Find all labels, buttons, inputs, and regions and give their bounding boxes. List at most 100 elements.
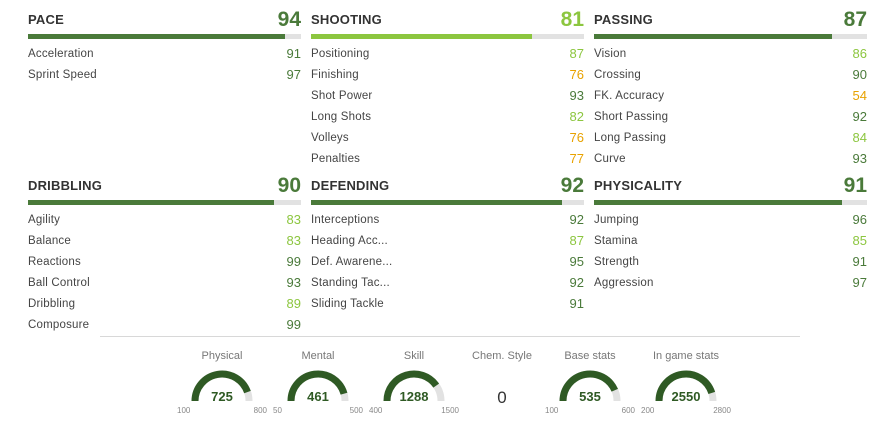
stat-label: Reactions: [28, 256, 81, 268]
gauge-value: 461: [307, 389, 329, 404]
category-header: PASSING 87: [594, 4, 867, 39]
stat-row: Interceptions 92: [311, 210, 584, 231]
gauge-mental: Mental 461 50 500: [273, 350, 363, 420]
stat-value: 99: [286, 254, 301, 269]
stat-list: Positioning 87 Finishing 76 Shot Power 93 Long…: [311, 44, 584, 170]
gauge-min: 200: [641, 406, 655, 415]
stat-list: Agility 83 Balance 83 Reactions 99 Ball Contro…: [28, 210, 301, 336]
category-bar-fill: [28, 200, 274, 205]
stat-label: Ball Control: [28, 277, 90, 289]
category-name: PACE: [28, 12, 64, 27]
category-value: 87: [843, 8, 867, 31]
category-name: DRIBBLING: [28, 178, 103, 193]
gauge-value: 725: [211, 389, 233, 404]
category-pace: PACE 94 Acceleration 91 Sprint Speed 97: [28, 4, 301, 86]
stat-value: 83: [286, 233, 301, 248]
stat-row: Positioning 87: [311, 44, 584, 65]
stat-value: 83: [286, 212, 301, 227]
category-value: 90: [277, 174, 301, 197]
gauge-max: 600: [621, 406, 635, 415]
stat-list: Jumping 96 Stamina 85 Strength 91 Aggression 97: [594, 210, 867, 294]
stat-value: 97: [286, 67, 301, 82]
gauge-max: 1500: [441, 406, 459, 415]
category-value: 92: [560, 174, 584, 197]
gauge-max: 800: [253, 406, 267, 415]
stat-label: Positioning: [311, 48, 370, 60]
category-header: SHOOTING 81: [311, 4, 584, 39]
gauge-min: 100: [545, 406, 559, 415]
stat-label: Curve: [594, 153, 626, 165]
stat-row: Sprint Speed 97: [28, 65, 301, 86]
stat-row: Long Shots 82: [311, 107, 584, 128]
stat-row: FK. Accuracy 54: [594, 86, 867, 107]
stat-row: Reactions 99: [28, 252, 301, 273]
gauge-fill: [559, 370, 618, 402]
stat-row: Ball Control 93: [28, 273, 301, 294]
category-physicality: PHYSICALITY 91 Jumping 96 Stamina 85 Strength 9…: [594, 170, 867, 294]
stat-value: 91: [286, 46, 301, 61]
gauge-min: 50: [273, 406, 282, 415]
stat-value: 93: [286, 275, 301, 290]
stat-label: Acceleration: [28, 48, 94, 60]
gauge-value: 535: [579, 389, 601, 404]
category-defending: DEFENDING 92 Interceptions 92 Heading Acc...…: [311, 170, 584, 315]
stat-row: Sliding Tackle 91: [311, 294, 584, 315]
gauge-arc: [287, 370, 349, 402]
category-bar: [594, 34, 867, 39]
gauge-fill: [655, 370, 716, 402]
stat-value: 77: [569, 151, 584, 166]
category-name: DEFENDING: [311, 178, 390, 193]
gauge-fill: [287, 370, 348, 402]
stat-row: Finishing 76: [311, 65, 584, 86]
gauge-min: 400: [369, 406, 383, 415]
category-bar: [311, 200, 584, 205]
stat-list: Vision 86 Crossing 90 FK. Accuracy 54 Short Pa…: [594, 44, 867, 170]
category-bar-fill: [28, 34, 285, 39]
category-name: SHOOTING: [311, 12, 382, 27]
stat-label: Heading Acc...: [311, 235, 388, 247]
chem-style: Chem. Style 0: [457, 350, 547, 420]
stat-row: Dribbling 89: [28, 294, 301, 315]
gauge-min: 100: [177, 406, 191, 415]
stat-label: Shot Power: [311, 90, 373, 102]
stat-value: 92: [569, 275, 584, 290]
category-header: DRIBBLING 90: [28, 170, 301, 205]
category-header: PHYSICALITY 91: [594, 170, 867, 205]
stat-label: Def. Awarene...: [311, 256, 393, 268]
section-divider: [100, 336, 800, 337]
stat-row: Long Passing 84: [594, 128, 867, 149]
category-name: PHYSICALITY: [594, 178, 683, 193]
stat-value: 99: [286, 317, 301, 332]
category-value: 91: [843, 174, 867, 197]
gauge-title: Base stats: [564, 350, 616, 362]
stat-row: Crossing 90: [594, 65, 867, 86]
stat-row: Balance 83: [28, 231, 301, 252]
stat-label: Penalties: [311, 153, 361, 165]
stat-row: Standing Tac... 92: [311, 273, 584, 294]
gauge-fill: [191, 370, 251, 402]
category-passing: PASSING 87 Vision 86 Crossing 90 FK. Accuracy 5…: [594, 4, 867, 170]
stat-value: 96: [852, 212, 867, 227]
gauge-arc: [559, 370, 621, 402]
stat-value: 92: [852, 109, 867, 124]
stat-label: FK. Accuracy: [594, 90, 665, 102]
stat-label: Short Passing: [594, 111, 669, 123]
category-bar-fill: [311, 200, 563, 205]
stat-row: Curve 93: [594, 149, 867, 170]
stat-value: 87: [569, 46, 584, 61]
stat-value: 76: [569, 67, 584, 82]
gauge-title: Skill: [403, 350, 425, 362]
stat-value: 84: [852, 130, 867, 145]
category-bar-fill: [594, 200, 843, 205]
gauge-fill: [383, 370, 440, 402]
category-header: DEFENDING 92: [311, 170, 584, 205]
gauge-base-stats: Base stats 535 100 600: [545, 350, 635, 420]
stat-label: Balance: [28, 235, 71, 247]
gauge-arc: [383, 370, 445, 402]
stat-value: 76: [569, 130, 584, 145]
category-value: 81: [560, 8, 584, 31]
category-bar-fill: [311, 34, 533, 39]
gauge-value: 1288: [399, 389, 429, 404]
stat-value: 91: [852, 254, 867, 269]
gauge-arc: [655, 370, 717, 402]
